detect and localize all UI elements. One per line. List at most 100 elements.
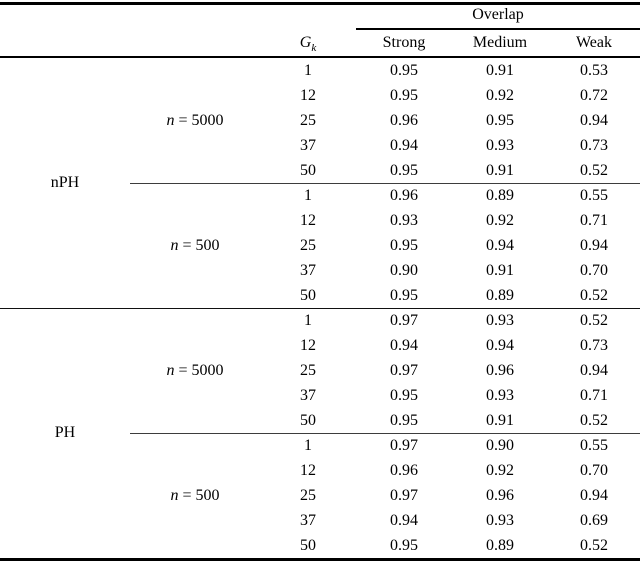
table-row: 50 0.95 0.89 0.52 bbox=[0, 283, 640, 308]
medium-value: 0.92 bbox=[486, 87, 514, 104]
medium-value: 0.95 bbox=[486, 112, 514, 129]
weak-value: 0.52 bbox=[580, 312, 608, 329]
strong-value: 0.97 bbox=[390, 487, 418, 504]
weak-value: 0.70 bbox=[580, 462, 608, 479]
medium-value: 0.89 bbox=[486, 187, 514, 204]
subgroup-rows: 1 0.97 0.93 0.52 12 0.94 0.94 0.73 25 0.97 0.96 0.9… bbox=[0, 308, 640, 433]
strong-value: 0.95 bbox=[390, 87, 418, 104]
strong-value: 0.96 bbox=[390, 112, 418, 129]
subgroup-label: n = 5000 bbox=[130, 308, 260, 433]
strong-value: 0.94 bbox=[390, 337, 418, 354]
gk-value: 25 bbox=[300, 112, 316, 129]
medium-value: 0.93 bbox=[486, 137, 514, 154]
subgroup-rows: 1 0.96 0.89 0.55 12 0.93 0.92 0.71 25 0.95 0.94 0.9… bbox=[0, 183, 640, 308]
subgroup-rows: 1 0.95 0.91 0.53 12 0.95 0.92 0.72 25 0.96 0.95 0.9… bbox=[0, 58, 640, 183]
medium-value: 0.96 bbox=[486, 362, 514, 379]
table-row: 37 0.95 0.93 0.71 bbox=[0, 383, 640, 408]
weak-value: 0.71 bbox=[580, 387, 608, 404]
weak-value: 0.94 bbox=[580, 487, 608, 504]
weak-value: 0.52 bbox=[580, 412, 608, 429]
medium-value: 0.94 bbox=[486, 237, 514, 254]
column-header-weak: Weak bbox=[575, 34, 613, 51]
gk-value: 12 bbox=[300, 87, 316, 104]
strong-value: 0.95 bbox=[390, 537, 418, 554]
medium-value: 0.89 bbox=[486, 287, 514, 304]
weak-value: 0.72 bbox=[580, 87, 608, 104]
group-divider-rule bbox=[0, 307, 640, 310]
subgroup-n5000: n = 5000 1 0.95 0.91 0.53 12 0.95 0.92 0.72 25 0.9… bbox=[0, 58, 640, 183]
gk-value: 50 bbox=[300, 412, 316, 429]
strong-value: 0.93 bbox=[390, 212, 418, 229]
table-row: 1 0.97 0.90 0.55 bbox=[0, 433, 640, 458]
medium-value: 0.93 bbox=[486, 387, 514, 404]
strong-value: 0.90 bbox=[390, 262, 418, 279]
n-variable: n bbox=[166, 361, 175, 379]
gk-value: 25 bbox=[300, 487, 316, 504]
table-row: 12 0.94 0.94 0.73 bbox=[0, 333, 640, 358]
table-row: 50 0.95 0.89 0.52 bbox=[0, 533, 640, 558]
table-row: 12 0.96 0.92 0.70 bbox=[0, 458, 640, 483]
strong-value: 0.96 bbox=[390, 462, 418, 479]
gk-value: 50 bbox=[300, 537, 316, 554]
strong-value: 0.95 bbox=[390, 287, 418, 304]
gk-symbol: G bbox=[299, 34, 312, 51]
weak-value: 0.70 bbox=[580, 262, 608, 279]
overlap-span-rule bbox=[356, 28, 640, 30]
table-row: 12 0.93 0.92 0.71 bbox=[0, 208, 640, 233]
subgroup-n5000: n = 5000 1 0.97 0.93 0.52 12 0.94 0.94 0.73 25 0.9… bbox=[0, 308, 640, 433]
table-row: 25 0.97 0.96 0.94 bbox=[0, 358, 640, 383]
subgroup-label: n = 500 bbox=[130, 433, 260, 558]
table-row: 37 0.90 0.91 0.70 bbox=[0, 258, 640, 283]
strong-value: 0.94 bbox=[390, 512, 418, 529]
gk-value: 12 bbox=[300, 462, 316, 479]
table-row: 25 0.95 0.94 0.94 bbox=[0, 233, 640, 258]
medium-value: 0.92 bbox=[486, 462, 514, 479]
n-value: = 5000 bbox=[174, 111, 224, 129]
strong-value: 0.95 bbox=[390, 162, 418, 179]
ph-subgroup-divider-rule bbox=[130, 432, 640, 435]
weak-value: 0.71 bbox=[580, 212, 608, 229]
weak-value: 0.55 bbox=[580, 437, 608, 454]
table-row: 25 0.97 0.96 0.94 bbox=[0, 483, 640, 508]
medium-value: 0.89 bbox=[486, 537, 514, 554]
overlap-span-header: Overlap bbox=[472, 6, 524, 23]
strong-value: 0.95 bbox=[390, 412, 418, 429]
table-row: 50 0.95 0.91 0.52 bbox=[0, 408, 640, 433]
strong-value: 0.94 bbox=[390, 137, 418, 154]
table-row: 37 0.94 0.93 0.69 bbox=[0, 508, 640, 533]
weak-value: 0.73 bbox=[580, 137, 608, 154]
weak-value: 0.52 bbox=[580, 537, 608, 554]
gk-value: 25 bbox=[300, 237, 316, 254]
column-header-medium: Medium bbox=[472, 34, 528, 51]
strong-value: 0.95 bbox=[390, 387, 418, 404]
strong-value: 0.97 bbox=[390, 437, 418, 454]
gk-value: 12 bbox=[300, 212, 316, 229]
subgroup-n500: n = 500 1 0.96 0.89 0.55 12 0.93 0.92 0.71 25 0.95… bbox=[0, 183, 640, 308]
row-group-ph: PH n = 5000 1 0.97 0.93 0.52 12 0.94 0.94 0.73 25 0… bbox=[0, 308, 640, 558]
subgroup-label: n = 5000 bbox=[130, 58, 260, 183]
strong-value: 0.95 bbox=[390, 62, 418, 79]
n-value: = 500 bbox=[178, 486, 220, 504]
table-row: 25 0.96 0.95 0.94 bbox=[0, 108, 640, 133]
gk-value: 1 bbox=[304, 312, 312, 329]
strong-value: 0.96 bbox=[390, 187, 418, 204]
subgroup-n500: n = 500 1 0.97 0.90 0.55 12 0.96 0.92 0.70 25 0.97… bbox=[0, 433, 640, 558]
gk-value: 1 bbox=[304, 62, 312, 79]
gk-value: 50 bbox=[300, 162, 316, 179]
table-row: 1 0.97 0.93 0.52 bbox=[0, 308, 640, 333]
gk-value: 37 bbox=[300, 512, 316, 529]
weak-value: 0.52 bbox=[580, 287, 608, 304]
table-bottom-rule bbox=[0, 557, 640, 561]
medium-value: 0.96 bbox=[486, 487, 514, 504]
medium-value: 0.91 bbox=[486, 62, 514, 79]
gk-value: 1 bbox=[304, 187, 312, 204]
row-group-nph: nPH n = 5000 1 0.95 0.91 0.53 12 0.95 0.92 0.72 25… bbox=[0, 58, 640, 308]
table-row: 50 0.95 0.91 0.52 bbox=[0, 158, 640, 183]
n-value: = 500 bbox=[178, 236, 220, 254]
medium-value: 0.94 bbox=[486, 337, 514, 354]
table-row: 1 0.95 0.91 0.53 bbox=[0, 58, 640, 83]
strong-value: 0.97 bbox=[390, 362, 418, 379]
gk-column-header: Gk bbox=[260, 31, 356, 55]
group-label: PH bbox=[54, 424, 76, 441]
